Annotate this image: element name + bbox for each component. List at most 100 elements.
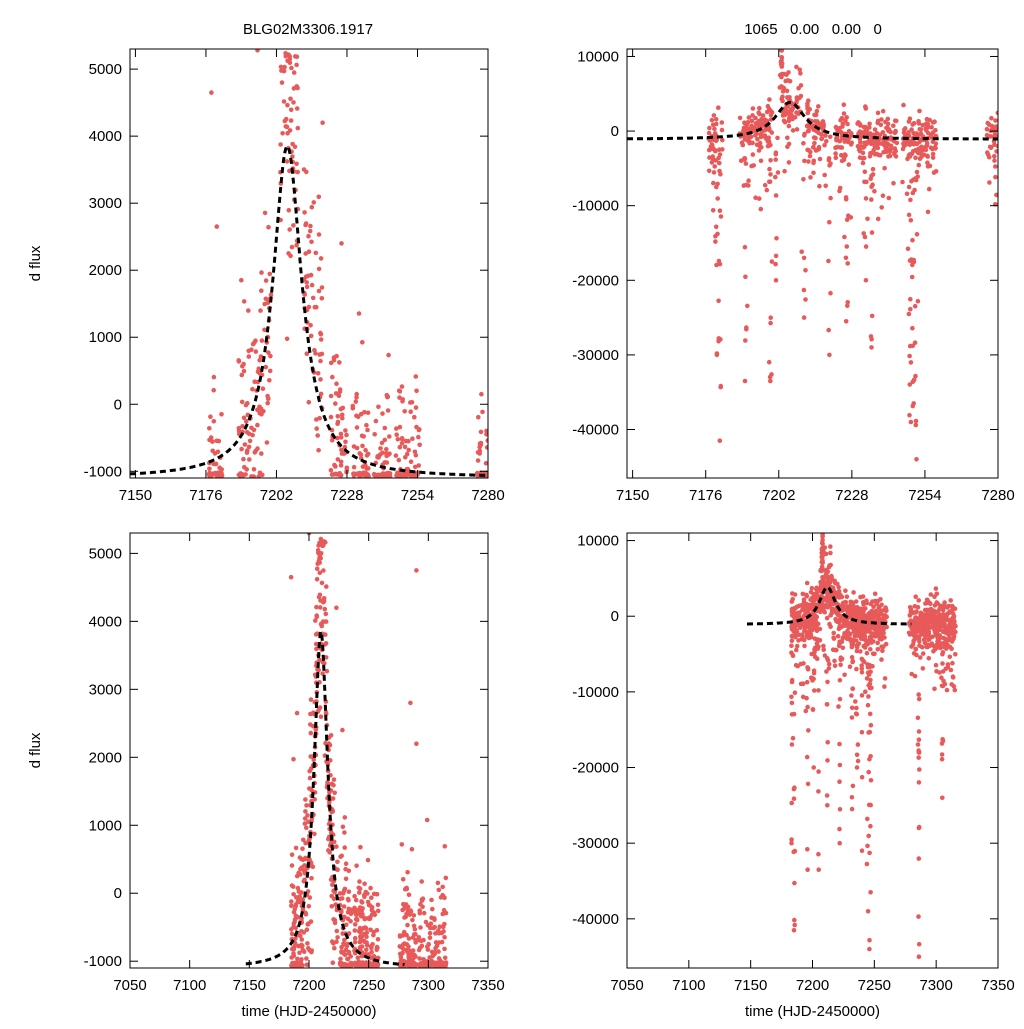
data-point — [298, 933, 303, 939]
data-point — [338, 435, 344, 440]
data-point — [251, 427, 257, 433]
data-point — [352, 922, 358, 927]
data-point — [358, 937, 364, 942]
data-point — [758, 158, 764, 164]
data-point — [267, 368, 273, 374]
dip-point — [908, 419, 914, 425]
data-point — [297, 855, 303, 860]
data-point — [260, 386, 266, 392]
dip-point — [768, 320, 773, 326]
data-point — [335, 867, 340, 872]
data-point — [801, 613, 807, 618]
data-point — [796, 111, 801, 116]
data-point — [802, 607, 808, 613]
data-point — [790, 116, 795, 122]
data-point — [992, 153, 997, 159]
dip-point — [827, 163, 832, 168]
data-point — [925, 644, 930, 650]
data-point — [315, 433, 321, 438]
dip-point — [940, 651, 945, 657]
data-point — [794, 64, 799, 70]
dip-point — [742, 378, 748, 384]
data-point — [947, 636, 953, 641]
x-tick-label: 7280 — [471, 487, 504, 504]
data-point — [719, 127, 725, 133]
y-tick-label: 2000 — [89, 749, 122, 766]
data-point — [842, 600, 847, 605]
data-point — [403, 471, 408, 477]
dip-point — [803, 297, 808, 302]
data-point — [338, 463, 344, 468]
data-point — [296, 889, 302, 894]
data-point — [354, 916, 360, 922]
data-point — [918, 655, 923, 660]
data-point — [823, 133, 828, 138]
data-point — [808, 604, 814, 609]
data-point — [357, 879, 362, 884]
data-point — [354, 391, 360, 397]
x-tick-label: 7100 — [672, 977, 705, 994]
data-point — [832, 578, 837, 584]
data-point — [346, 868, 352, 873]
data-point — [340, 415, 345, 421]
data-point — [913, 610, 919, 615]
data-point — [928, 132, 934, 138]
x-tick-label: 7202 — [260, 487, 293, 504]
data-point — [790, 128, 796, 133]
data-point — [436, 931, 442, 936]
data-point — [819, 583, 824, 589]
data-point — [328, 468, 334, 473]
x-tick-label: 7254 — [401, 487, 434, 504]
data-point — [843, 588, 848, 593]
data-point — [385, 408, 391, 413]
data-point — [442, 935, 447, 940]
data-point — [711, 170, 717, 175]
dip-point — [802, 158, 807, 164]
data-point — [288, 118, 294, 123]
dip-point — [775, 135, 780, 141]
data-point — [263, 364, 269, 370]
data-point — [989, 115, 994, 121]
dip-point — [845, 303, 850, 309]
data-point — [893, 148, 898, 154]
data-point — [933, 586, 939, 591]
data-point — [800, 591, 806, 597]
y-tick-label: 0 — [611, 608, 619, 625]
data-point — [806, 98, 811, 103]
data-point — [413, 932, 418, 937]
data-point — [309, 787, 314, 793]
dip-point — [824, 793, 830, 798]
data-point — [287, 168, 292, 174]
data-point — [758, 206, 764, 212]
data-point — [286, 208, 292, 213]
spike-point — [820, 545, 825, 551]
data-point — [365, 857, 371, 863]
data-point — [811, 158, 817, 164]
outlier-point — [294, 710, 300, 716]
data-point — [421, 957, 426, 962]
data-point — [792, 606, 797, 611]
y-tick-label: 0 — [114, 396, 122, 413]
data-point — [984, 126, 990, 132]
data-point — [880, 630, 886, 635]
dip-point — [843, 195, 849, 200]
data-point — [252, 450, 258, 455]
data-point — [886, 195, 892, 201]
data-point — [709, 117, 715, 123]
data-point — [303, 809, 308, 814]
data-point — [207, 426, 212, 431]
dip-point — [789, 650, 794, 655]
data-point — [889, 137, 894, 142]
y-axis-label: d flux — [27, 245, 44, 281]
dip-point — [775, 170, 781, 175]
data-point — [266, 350, 271, 355]
dip-point — [909, 151, 915, 157]
data-point — [872, 651, 877, 657]
data-point — [860, 594, 866, 599]
dip-point — [801, 287, 807, 293]
data-point — [883, 605, 888, 610]
data-point — [308, 730, 314, 736]
data-point — [322, 606, 328, 612]
dip-point — [869, 345, 874, 350]
data-point — [311, 711, 316, 717]
